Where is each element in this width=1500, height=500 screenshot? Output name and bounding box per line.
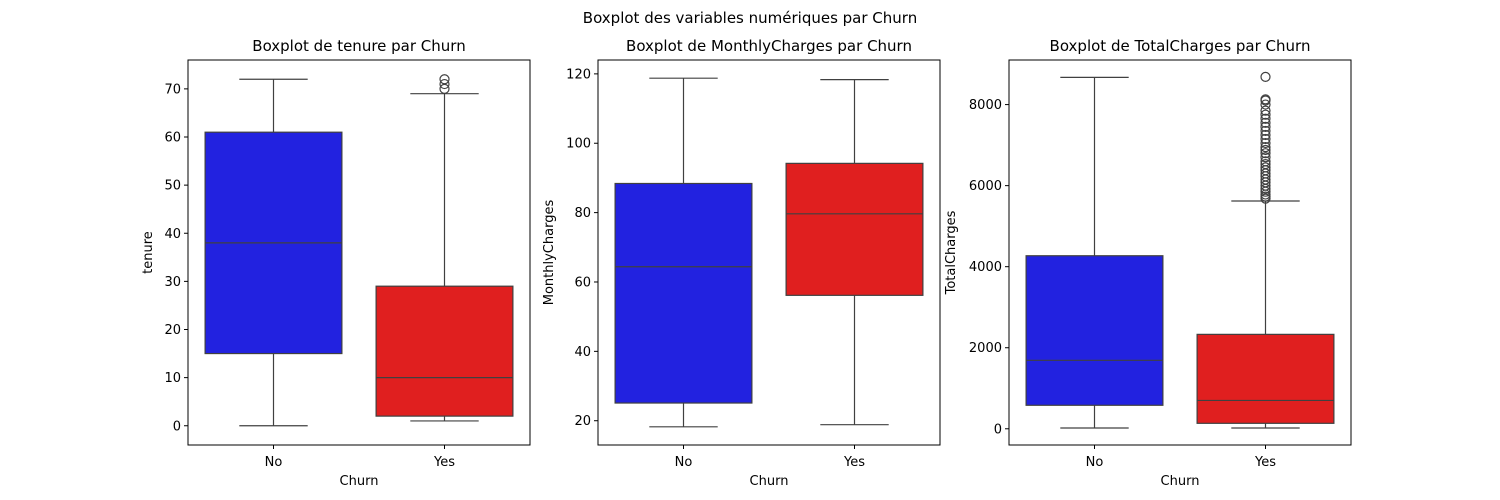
y-tick-label: 0	[173, 419, 181, 434]
chart-title: Boxplot de tenure par Churn	[252, 37, 465, 55]
outlier-point	[1260, 109, 1271, 120]
x-tick-label: Yes	[843, 455, 865, 470]
y-tick-label: 30	[164, 275, 181, 290]
y-tick-label: 120	[566, 67, 591, 82]
x-tick-label: No	[675, 455, 693, 470]
y-tick-label: 80	[574, 206, 591, 221]
x-axis-label: Churn	[340, 474, 379, 489]
x-tick-label: Yes	[433, 455, 455, 470]
chart-panel-1: Boxplot de tenure par Churn 0 10 20 30 40 50 60…	[141, 37, 531, 489]
y-tick-label: 60	[164, 131, 181, 146]
outlier-point	[1260, 121, 1271, 132]
x-axis-label: Churn	[1161, 474, 1200, 489]
chart-panel-2: Boxplot de MonthlyCharges par Churn 20 40 6…	[542, 37, 941, 489]
outlier-point	[1260, 99, 1271, 110]
axes-frame	[1008, 59, 1352, 446]
box-no	[614, 182, 753, 404]
y-tick-label: 70	[164, 82, 181, 97]
outlier-point	[1260, 94, 1271, 105]
outlier-point	[1260, 162, 1271, 173]
outlier-point	[1260, 144, 1271, 156]
y-tick-label: 40	[574, 345, 591, 360]
outlier-point	[1260, 125, 1271, 137]
panels: Boxplot de tenure par Churn 0 10 20 30 40 50 60…	[141, 37, 1352, 489]
y-tick-label: 20	[574, 414, 591, 429]
x-tick-label: No	[265, 455, 283, 470]
y-tick-label: 20	[164, 323, 181, 338]
axes-frame	[187, 59, 531, 446]
y-tick-label: 50	[164, 179, 181, 194]
box-yes	[375, 285, 514, 417]
x-tick-label: No	[1086, 455, 1104, 470]
y-tick-label: 4000	[969, 260, 1002, 275]
y-axis-label: TotalCharges	[944, 210, 959, 295]
y-tick-label: 8000	[969, 98, 1002, 113]
y-tick-label: 6000	[969, 179, 1002, 194]
y-tick-label: 2000	[969, 341, 1002, 356]
box-yes	[785, 162, 924, 296]
y-tick-label: 0	[994, 422, 1002, 437]
y-tick-label: 40	[164, 227, 181, 242]
x-axis-label: Churn	[750, 474, 789, 489]
outlier-point	[1260, 129, 1271, 141]
outlier-point	[1260, 159, 1271, 170]
outlier-point	[1260, 156, 1271, 167]
y-tick-label: 100	[566, 137, 591, 152]
outlier-point	[1260, 142, 1271, 153]
box-yes	[1196, 333, 1335, 424]
outlier-point	[1260, 117, 1271, 128]
chart-panel-3: Boxplot de TotalCharges par Churn 0 2000 40…	[944, 37, 1352, 489]
y-tick-label: 10	[164, 371, 181, 386]
figure-suptitle: Boxplot des variables numériques par Chu…	[583, 9, 917, 27]
chart-title: Boxplot de MonthlyCharges par Churn	[626, 37, 912, 55]
outlier-point	[1260, 105, 1271, 116]
y-axis-label: tenure	[141, 231, 156, 274]
outlier-point	[1260, 133, 1271, 145]
outlier-point	[439, 78, 450, 90]
chart-title: Boxplot de TotalCharges par Churn	[1050, 37, 1311, 55]
axes-frame	[597, 59, 941, 446]
outlier-point	[1260, 148, 1271, 159]
outlier-point	[1260, 113, 1271, 124]
y-axis-label: MonthlyCharges	[542, 200, 557, 306]
outlier-point	[1260, 71, 1271, 82]
outlier-point	[1260, 137, 1271, 149]
box-no	[1025, 255, 1164, 406]
outlier-point	[439, 74, 450, 85]
outlier-point	[439, 83, 450, 94]
outlier-point	[1260, 152, 1271, 163]
y-tick-label: 60	[574, 275, 591, 290]
x-tick-label: Yes	[1254, 455, 1276, 470]
